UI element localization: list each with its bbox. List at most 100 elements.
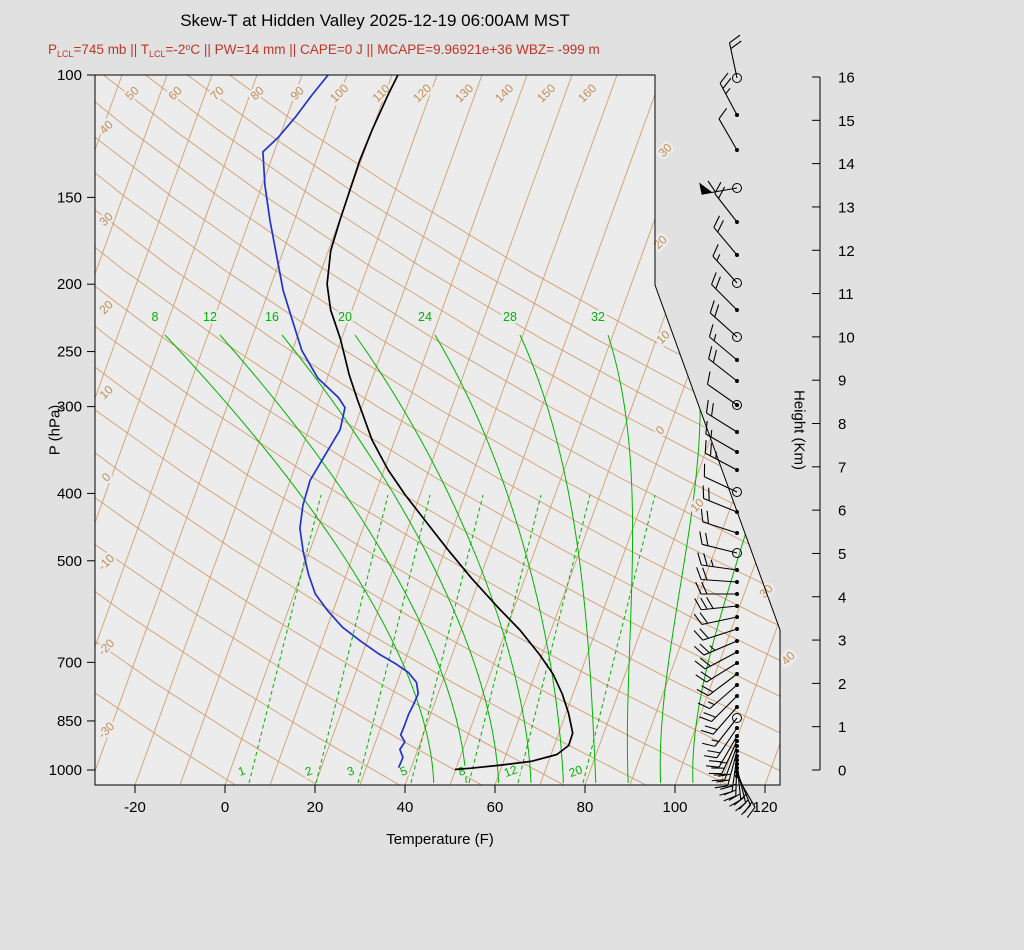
barb-feather [693, 630, 704, 641]
dry-adiabat-line [95, 75, 780, 785]
barb-feather [702, 742, 715, 747]
height-tick-label: 12 [838, 243, 855, 260]
barb-feather [717, 220, 724, 233]
mixing-ratio-line [357, 494, 431, 784]
wind-barb [703, 463, 742, 497]
height-tick-label: 11 [838, 286, 854, 303]
sounding-curves [262, 75, 574, 771]
barb-station-circle [732, 713, 742, 723]
isotherm-line [95, 75, 168, 785]
mixing-ratio-line [517, 494, 591, 784]
wind-barb [694, 650, 739, 670]
barb-half-feather [711, 739, 719, 743]
isotherm-label-right: 40 [778, 648, 798, 668]
barb-feather [694, 660, 706, 670]
isotherm-line [719, 75, 780, 785]
wind-barb [703, 726, 739, 759]
barb-feather [738, 799, 749, 810]
wind-barb [708, 739, 739, 775]
wind-barb [693, 627, 739, 641]
moist-adiabat-line [219, 334, 467, 784]
pressure-tick-label: 150 [57, 189, 82, 206]
dry-adiabat-line [95, 75, 318, 785]
pressure-tick-label: 700 [57, 654, 82, 671]
wind-barb [699, 531, 742, 558]
barb-station-circle [732, 332, 742, 342]
barb-feather [705, 399, 709, 413]
subtitle-text: P [48, 42, 58, 57]
barb-feather [723, 795, 736, 802]
barb-feather [697, 702, 711, 710]
barb-half-feather [725, 87, 731, 95]
isotherm-line [95, 75, 348, 785]
barb-feather [701, 581, 708, 595]
barb-feather [730, 40, 742, 50]
barb-half-feather [713, 333, 717, 341]
barb-feather [699, 657, 711, 667]
dry-adiabat-line [95, 75, 780, 785]
barb-feather [711, 403, 714, 417]
barb-feather [714, 181, 722, 194]
moist-adiabat-line [519, 334, 597, 784]
height-tick-label: 15 [838, 113, 855, 130]
subtitle-text: =-2 [165, 42, 186, 57]
wind-barb [702, 485, 739, 514]
barb-feather [699, 628, 709, 639]
height-axis-title: Height (Km) [790, 389, 808, 471]
isotherm-line [0, 75, 32, 785]
dry-adiabat-line [95, 75, 564, 785]
barb-station-circle [732, 183, 742, 193]
height-tick-label: 1 [838, 719, 846, 736]
superscript: o [185, 42, 191, 52]
wind-barb [712, 244, 742, 288]
moist-adiabat-label: 28 [503, 310, 517, 324]
barb-half-feather [740, 793, 747, 800]
moist-adiabat-line [607, 334, 634, 784]
wind-barb [696, 672, 739, 697]
barb-feather [695, 674, 707, 683]
wind-barb [693, 612, 739, 626]
pressure-tick-label: 250 [57, 344, 82, 361]
barb-half-feather [710, 559, 714, 567]
isotherm-line [900, 75, 1024, 785]
barb-feather [711, 272, 717, 285]
barb-feather [696, 567, 702, 580]
dry-adiabat-line [95, 75, 780, 785]
moist-adiabat-label: 20 [338, 310, 352, 324]
wind-barb [735, 774, 756, 819]
pressure-tick-label: 500 [57, 553, 82, 570]
temperature-tick-label: 20 [307, 799, 324, 816]
barb-feather [712, 244, 719, 257]
barb-feather [700, 597, 708, 610]
barb-feather [722, 77, 732, 89]
plot-area [95, 75, 780, 785]
moist-adiabat-label: 12 [203, 310, 217, 324]
barb-feather [706, 596, 714, 609]
barb-feather [713, 215, 721, 228]
barb-feather [716, 779, 730, 783]
barb-feather [718, 186, 726, 199]
height-tick-label: 6 [838, 503, 846, 520]
barb-half-feather [707, 701, 715, 706]
barb-feather [700, 671, 712, 680]
wind-barb [714, 181, 739, 224]
barb-feather [705, 421, 708, 435]
dry-adiabat-line [95, 75, 780, 785]
dry-adiabat-line [95, 75, 780, 785]
barb-feather [714, 785, 728, 789]
dry-adiabat-line [95, 75, 728, 785]
isotherm-line [179, 75, 438, 785]
dry-adiabat-line [95, 75, 482, 785]
height-tick-label: 13 [838, 199, 855, 216]
height-tick-label: 2 [838, 676, 846, 693]
barb-staff [704, 452, 738, 471]
height-tick-label: 10 [838, 329, 855, 346]
barb-staff [718, 118, 738, 151]
barb-feather [705, 532, 709, 546]
wind-barb [706, 371, 742, 410]
temperature-tick-label: -20 [124, 799, 146, 816]
barb-feather [703, 712, 716, 718]
dry-adiabat-line [229, 75, 780, 785]
height-tick-label: 5 [838, 546, 846, 563]
